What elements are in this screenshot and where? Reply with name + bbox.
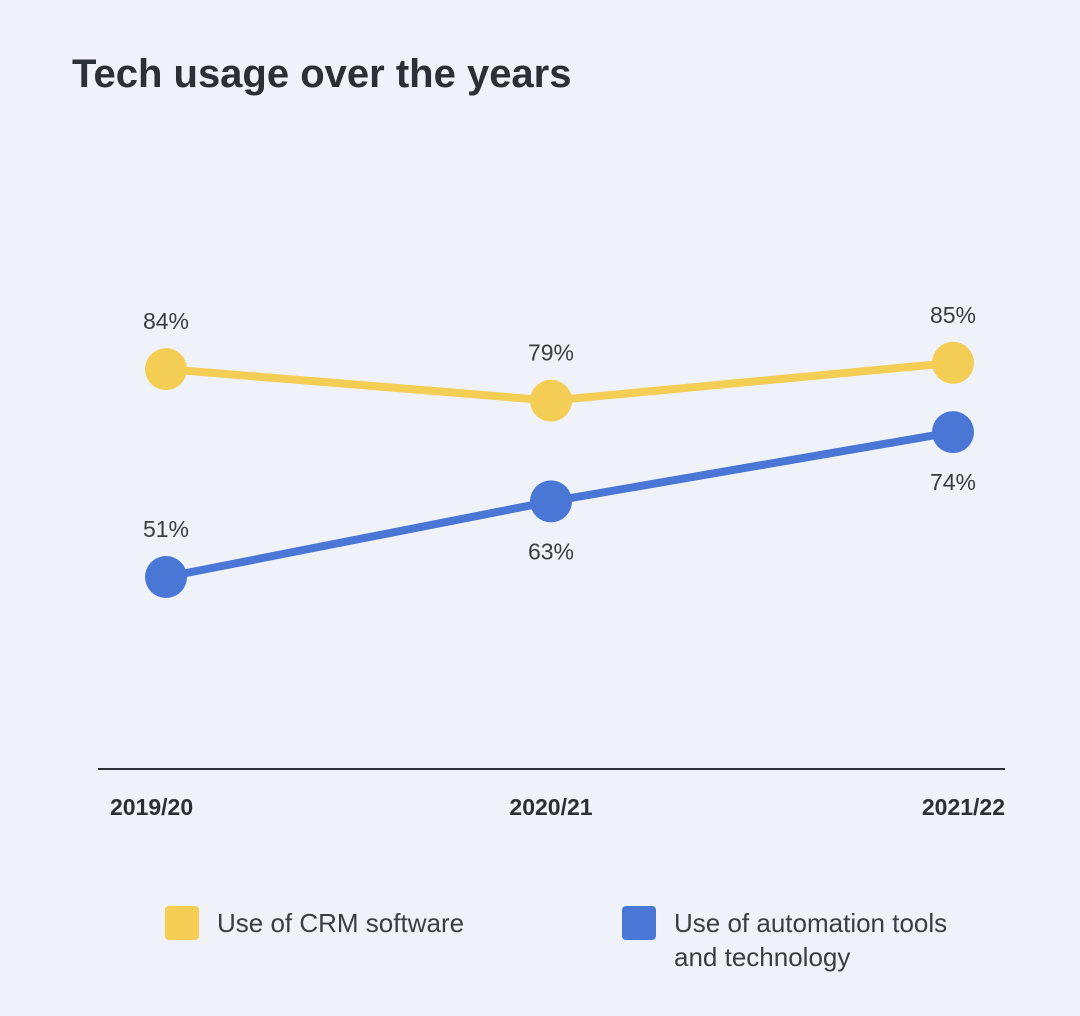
data-point [932,341,974,384]
data-label: 84% [143,308,189,334]
data-point [145,348,187,391]
data-point [932,411,974,454]
data-label: 74% [930,469,976,495]
legend-item-automation: Use of automation tools and technology [622,906,964,974]
x-tick-label: 2020/21 [509,794,592,820]
data-point [530,480,572,523]
legend-swatch-automation [622,906,656,940]
legend-label-crm: Use of CRM software [217,908,465,938]
data-label: 51% [143,516,189,542]
x-tick-label: 2021/22 [922,794,1005,820]
legend-label-automation: Use of automation tools and technology [674,908,948,972]
data-label: 79% [528,340,574,366]
data-label: 63% [528,538,574,564]
chart-title: Tech usage over the years [72,52,572,96]
data-point [145,556,187,598]
data-label: 85% [930,302,976,328]
data-point [530,379,572,422]
legend-item-crm: Use of CRM software [165,906,517,940]
legend-swatch-crm [165,906,199,940]
x-tick-label: 2019/20 [110,794,193,820]
